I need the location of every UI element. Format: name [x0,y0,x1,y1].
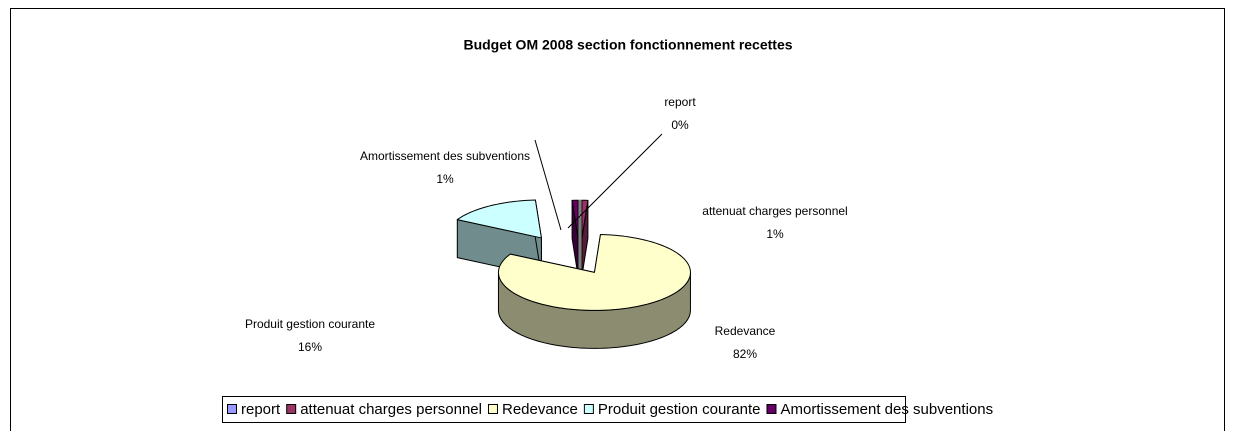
slice-top [456,199,542,239]
data-labels: report 0% attenuat charges personnel 1% Rede… [245,95,848,361]
legend-swatch [583,404,594,414]
legend-text: Amortissement des subventions [780,401,993,418]
legend-swatch [227,404,237,414]
legend-text: Produit gestion courante [598,401,761,418]
legend-text: attenuat charges personnel [300,401,482,418]
data-label-value: 82% [733,347,757,361]
legend-swatch [286,404,297,414]
data-label-name: report [664,95,696,109]
leader-line [534,139,562,231]
leader-line [567,133,663,229]
data-label-name: Produit gestion courante [245,317,375,331]
legend-swatch [487,404,498,414]
data-label-name: Redevance [715,324,776,338]
data-label-value: 16% [298,340,322,354]
data-label-name: Amortissement des subventions [360,149,530,163]
pie [456,199,691,349]
slice-top [571,199,579,239]
data-label-value: 1% [766,227,784,241]
legend-text: Redevance [502,401,578,418]
chart-area [10,8,1225,431]
chart-title: Budget OM 2008 section fonctionnement re… [463,37,792,53]
legend-box [222,396,906,423]
data-label-value: 0% [671,118,689,132]
legend-text: report [241,401,281,418]
legend: report attenuat charges personnel Redevanc… [227,401,993,418]
data-label-name: attenuat charges personnel [702,204,847,218]
data-label-value: 1% [436,172,454,186]
slice-top [497,233,691,311]
legend-swatch [766,404,777,414]
